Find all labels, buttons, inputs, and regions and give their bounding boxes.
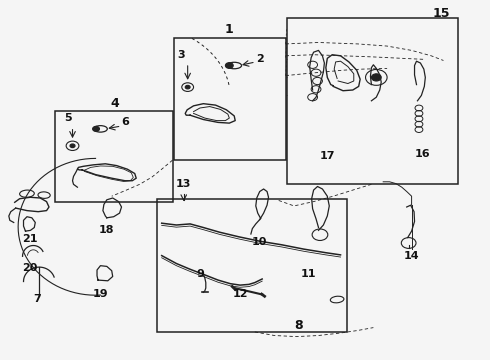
Text: 5: 5 — [64, 113, 72, 123]
Circle shape — [70, 144, 75, 148]
Circle shape — [185, 85, 190, 89]
Bar — [287, 18, 458, 184]
Text: 9: 9 — [196, 269, 204, 279]
Text: 14: 14 — [404, 251, 419, 261]
Text: 8: 8 — [294, 319, 303, 332]
Text: 4: 4 — [111, 97, 120, 110]
Bar — [174, 38, 286, 160]
Text: 3: 3 — [177, 50, 185, 60]
Circle shape — [371, 74, 381, 81]
Text: 18: 18 — [99, 225, 115, 235]
Text: 19: 19 — [93, 289, 108, 300]
Text: 16: 16 — [415, 149, 430, 159]
Text: 21: 21 — [22, 234, 37, 244]
Text: 12: 12 — [232, 289, 248, 300]
Circle shape — [93, 126, 99, 131]
Text: 6: 6 — [122, 117, 129, 127]
Text: 7: 7 — [33, 294, 41, 304]
Text: 15: 15 — [432, 7, 450, 20]
Bar — [55, 111, 173, 202]
Text: 11: 11 — [301, 269, 317, 279]
Text: 10: 10 — [252, 237, 268, 247]
Text: 1: 1 — [225, 23, 234, 36]
Text: 17: 17 — [319, 150, 335, 161]
Text: 13: 13 — [176, 179, 192, 189]
Text: 20: 20 — [22, 263, 37, 273]
Bar — [157, 199, 347, 332]
Text: 2: 2 — [256, 54, 264, 64]
Circle shape — [225, 63, 233, 68]
